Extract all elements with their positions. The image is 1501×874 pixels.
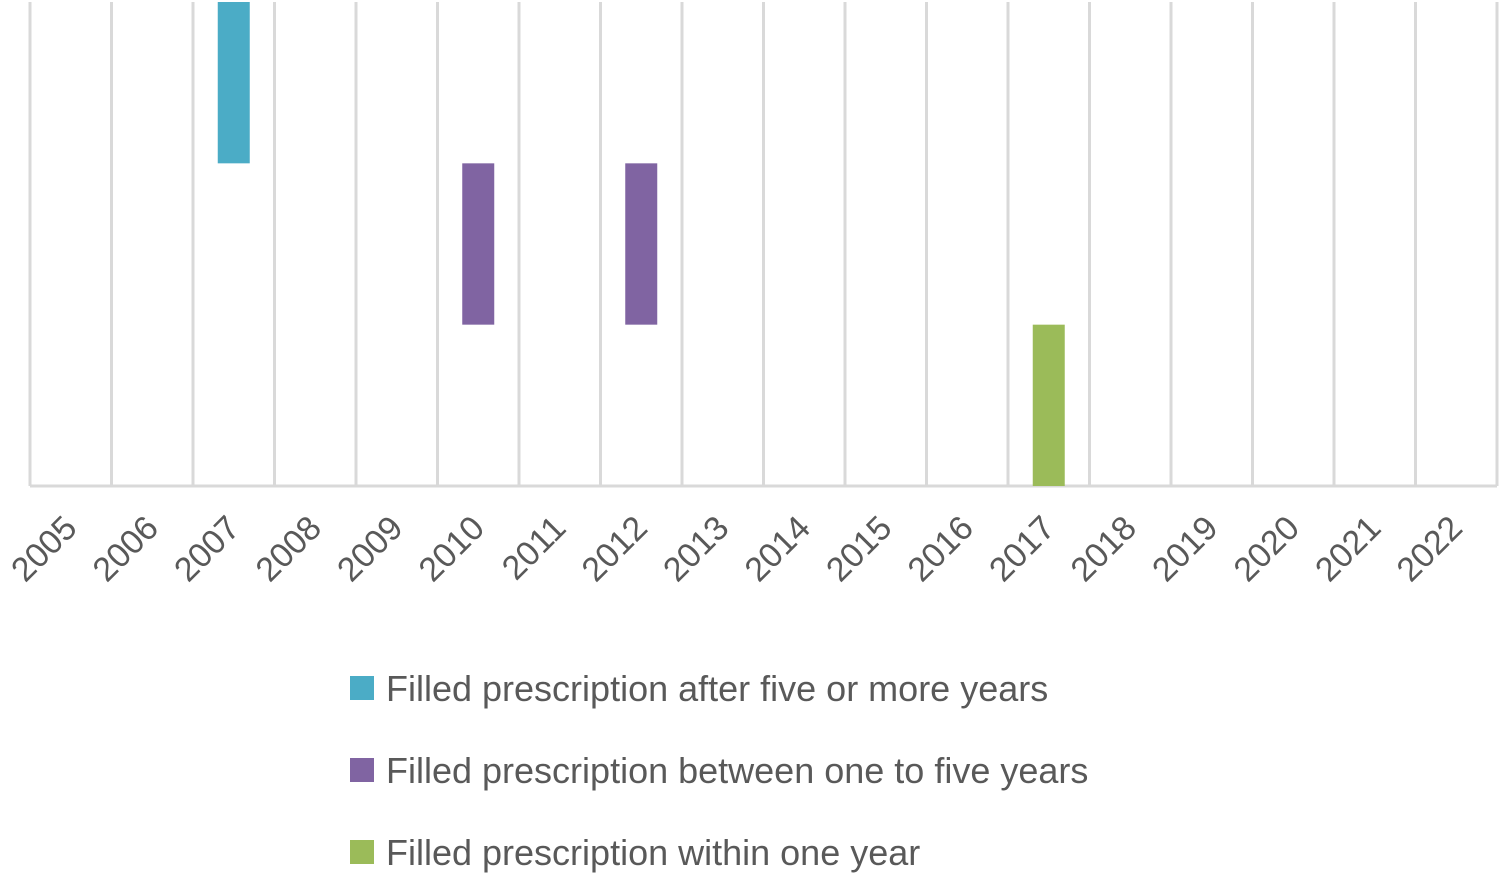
x-tick-label: 2020 bbox=[1227, 509, 1307, 589]
x-tick-label: 2008 bbox=[249, 509, 329, 589]
legend-label: Filled prescription within one year bbox=[386, 832, 920, 873]
legend-swatch bbox=[350, 840, 374, 864]
x-tick-label: 2015 bbox=[819, 509, 899, 589]
x-tick-label: 2005 bbox=[4, 509, 84, 589]
x-tick-label: 2014 bbox=[738, 509, 818, 589]
x-tick-label: 2016 bbox=[901, 509, 981, 589]
bar-series-3-2017 bbox=[1032, 324, 1065, 486]
x-tick-label: 2019 bbox=[1145, 509, 1225, 589]
bar-series-1-2007 bbox=[217, 2, 250, 164]
x-tick-label: 2006 bbox=[86, 509, 166, 589]
x-tick-label: 2009 bbox=[330, 509, 410, 589]
bar-series-2-2010 bbox=[462, 163, 495, 325]
x-tick-label: 2007 bbox=[167, 509, 247, 589]
legend-swatch bbox=[350, 758, 374, 782]
x-tick-label: 2012 bbox=[575, 509, 655, 589]
x-tick-labels: 2005 2006 2007 2008 2009 2010 2011 2012 2013 2014… bbox=[4, 509, 1470, 589]
bar-series-2-2012 bbox=[625, 163, 658, 325]
x-tick-label: 2017 bbox=[982, 509, 1062, 589]
gridlines bbox=[28, 2, 1499, 486]
x-tick-label: 2022 bbox=[1390, 509, 1470, 589]
x-tick-label: 2018 bbox=[1064, 509, 1144, 589]
x-tick-label: 2021 bbox=[1308, 509, 1388, 589]
legend: Filled prescription after five or more y… bbox=[350, 668, 1088, 873]
legend-label: Filled prescription after five or more y… bbox=[386, 668, 1048, 709]
x-tick-label: 2011 bbox=[495, 509, 574, 588]
legend-label: Filled prescription between one to five … bbox=[386, 750, 1088, 791]
x-tick-label: 2013 bbox=[656, 509, 736, 589]
x-tick-label: 2010 bbox=[412, 509, 492, 589]
legend-swatch bbox=[350, 676, 374, 700]
bars bbox=[217, 2, 1065, 486]
